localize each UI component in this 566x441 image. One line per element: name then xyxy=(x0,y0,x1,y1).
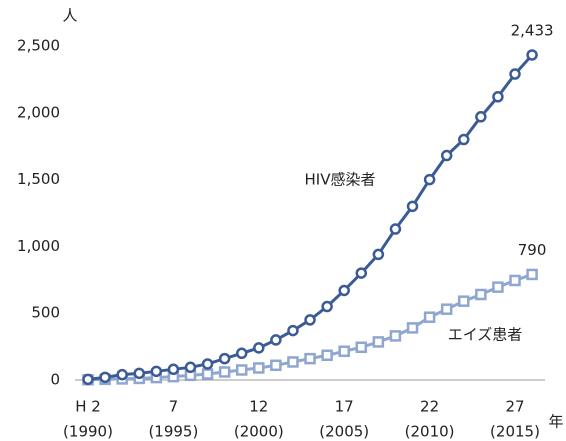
y-tick-label: 500 xyxy=(31,304,60,322)
point xyxy=(184,361,197,374)
point xyxy=(406,200,419,213)
value-label: 790 xyxy=(518,241,547,259)
point xyxy=(406,322,419,334)
point xyxy=(492,281,504,293)
point xyxy=(99,371,111,384)
y-tick-label: 1,000 xyxy=(17,237,60,255)
point xyxy=(458,133,470,146)
x-tick-label: 22 xyxy=(420,398,439,416)
point xyxy=(509,68,521,80)
point xyxy=(372,248,385,261)
point xyxy=(475,111,487,123)
point xyxy=(338,345,350,358)
point xyxy=(270,334,282,346)
point xyxy=(372,336,385,348)
point xyxy=(509,274,521,287)
point xyxy=(253,362,265,374)
x-tick-year: (2010) xyxy=(405,423,455,441)
point xyxy=(526,49,538,61)
y-tick-label: 2,500 xyxy=(17,37,60,55)
x-tick-year: (2000) xyxy=(234,423,284,441)
point xyxy=(321,349,333,362)
x-tick-label: H 2 xyxy=(75,398,101,416)
x-tick-year: (2005) xyxy=(319,423,369,441)
point xyxy=(423,311,436,323)
point xyxy=(218,366,231,378)
point xyxy=(304,314,316,326)
point xyxy=(167,363,180,376)
x-tick-label: 17 xyxy=(335,398,354,416)
point xyxy=(440,149,453,162)
point xyxy=(201,358,214,370)
series-label: エイズ患者 xyxy=(448,326,523,344)
point xyxy=(201,368,214,380)
y-tick-label: 0 xyxy=(50,371,60,389)
point xyxy=(218,352,231,365)
x-tick-year: (1995) xyxy=(148,423,198,441)
point xyxy=(440,303,453,315)
y-tick-label: 2,000 xyxy=(17,103,60,121)
point xyxy=(270,359,282,372)
point xyxy=(253,342,265,354)
point xyxy=(389,330,402,342)
point xyxy=(321,300,333,313)
point xyxy=(492,91,504,103)
x-unit: 年 xyxy=(548,413,563,431)
value-label: 2,433 xyxy=(511,21,554,39)
point xyxy=(475,288,487,301)
point xyxy=(338,284,350,297)
point xyxy=(235,347,248,360)
point xyxy=(82,373,94,386)
x-tick-label: 12 xyxy=(249,398,268,416)
point xyxy=(116,368,128,381)
point xyxy=(287,324,299,337)
x-tick-label: 7 xyxy=(169,398,179,416)
point xyxy=(526,268,538,281)
point xyxy=(458,295,470,307)
point xyxy=(355,267,368,279)
y-unit: 人 xyxy=(62,7,77,25)
point xyxy=(150,365,163,378)
y-tick-label: 1,500 xyxy=(17,170,60,188)
point xyxy=(287,356,299,368)
point xyxy=(133,367,145,380)
point xyxy=(389,223,402,235)
point xyxy=(304,352,316,365)
point xyxy=(423,173,436,186)
x-tick-label: 27 xyxy=(505,398,524,416)
x-tick-year: (1990) xyxy=(63,423,113,441)
point xyxy=(235,364,248,376)
point xyxy=(355,341,368,354)
series-label: HIV感染者 xyxy=(305,171,376,189)
x-tick-year: (2015) xyxy=(490,423,540,441)
